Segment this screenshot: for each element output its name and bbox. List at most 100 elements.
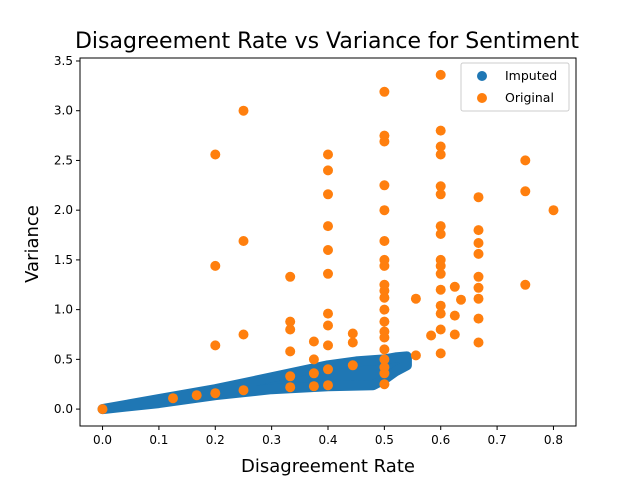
original-point <box>435 268 446 279</box>
original-point <box>473 293 484 304</box>
original-point <box>473 192 484 203</box>
original-point <box>435 284 446 295</box>
original-point <box>285 324 296 335</box>
original-point <box>323 380 333 391</box>
legend: Imputed Original <box>460 62 570 112</box>
y-tick-label: 2.5 <box>54 153 73 167</box>
original-point <box>379 354 390 365</box>
original-point <box>323 364 333 375</box>
original-point <box>210 260 221 271</box>
original-point <box>435 254 446 265</box>
original-point <box>323 165 333 176</box>
original-point <box>435 125 446 136</box>
original-point <box>308 354 319 365</box>
original-point <box>323 245 333 255</box>
original-point <box>238 329 249 340</box>
original-point <box>323 221 333 232</box>
original-point <box>379 180 390 191</box>
original-point <box>191 390 202 401</box>
original-point <box>379 344 390 355</box>
y-tick-label: 3.5 <box>54 54 73 68</box>
x-tick-label: 0.7 <box>488 433 507 447</box>
original-point <box>308 368 319 379</box>
original-point <box>473 282 484 293</box>
original-point <box>323 149 333 160</box>
original-point <box>97 404 108 415</box>
legend-frame <box>460 62 570 112</box>
original-point <box>435 348 446 359</box>
legend-marker-imputed <box>477 71 487 81</box>
original-point <box>410 293 421 304</box>
chart-title: Disagreement Rate vs Variance for Sentim… <box>75 29 579 54</box>
original-point <box>379 279 390 290</box>
original-point <box>520 155 531 166</box>
original-point <box>168 393 178 404</box>
y-axis-label: Variance <box>22 205 43 283</box>
x-tick-label: 0.0 <box>93 433 112 447</box>
original-point <box>347 337 358 348</box>
original-point <box>210 149 221 160</box>
x-tick-label: 0.2 <box>206 433 225 447</box>
original-point <box>323 308 333 319</box>
y-axis: 0.0 0.5 1.0 1.5 2.0 2.5 3.0 3.5 <box>54 54 80 416</box>
original-point <box>285 382 296 393</box>
original-point <box>435 300 446 311</box>
original-point <box>323 189 333 200</box>
y-tick-label: 1.5 <box>54 253 73 267</box>
original-point <box>379 205 390 216</box>
original-point <box>435 308 446 319</box>
original-point <box>449 329 460 340</box>
original-point <box>435 141 446 152</box>
original-point <box>347 328 358 339</box>
original-point <box>473 248 484 259</box>
y-tick-label: 0.5 <box>54 352 73 366</box>
original-point <box>238 236 249 246</box>
y-tick-label: 3.0 <box>54 104 73 118</box>
original-point <box>285 316 296 327</box>
original-point <box>285 271 296 282</box>
x-tick-label: 0.3 <box>262 433 281 447</box>
x-tick-label: 0.6 <box>431 433 450 447</box>
original-point <box>449 281 460 292</box>
original-point <box>426 330 437 341</box>
original-point <box>473 238 484 248</box>
original-point <box>308 381 319 392</box>
original-point <box>308 336 319 347</box>
original-point <box>379 130 390 141</box>
original-point <box>379 362 390 373</box>
original-point <box>379 292 390 303</box>
x-axis-label: Disagreement Rate <box>241 456 415 477</box>
original-point <box>210 340 221 351</box>
original-point <box>435 324 446 335</box>
original-point <box>379 86 390 97</box>
legend-label-imputed: Imputed <box>505 68 557 83</box>
original-point <box>435 181 446 192</box>
original-point <box>473 337 484 348</box>
original-point <box>379 236 390 246</box>
original-point <box>410 350 421 361</box>
original-point <box>238 385 249 396</box>
plot-area <box>97 69 559 415</box>
original-point <box>435 221 446 232</box>
original-point <box>548 205 559 216</box>
legend-label-original: Original <box>505 90 554 105</box>
legend-marker-original <box>477 93 487 103</box>
original-point <box>285 371 296 382</box>
x-tick-label: 0.8 <box>544 433 563 447</box>
y-tick-label: 2.0 <box>54 203 73 217</box>
x-axis: 0.0 0.1 0.2 0.3 0.4 0.5 0.6 0.7 0.8 <box>93 426 563 447</box>
original-point <box>449 310 460 321</box>
original-point <box>379 254 390 265</box>
y-tick-label: 1.0 <box>54 303 73 317</box>
original-point <box>520 186 531 197</box>
original-point <box>238 105 249 116</box>
original-point <box>473 225 484 236</box>
original-point <box>323 340 333 351</box>
original-point <box>347 360 358 371</box>
original-point <box>379 379 390 390</box>
original-point <box>435 69 446 80</box>
x-tick-label: 0.1 <box>149 433 168 447</box>
original-point <box>435 189 446 200</box>
original-point <box>323 268 333 279</box>
